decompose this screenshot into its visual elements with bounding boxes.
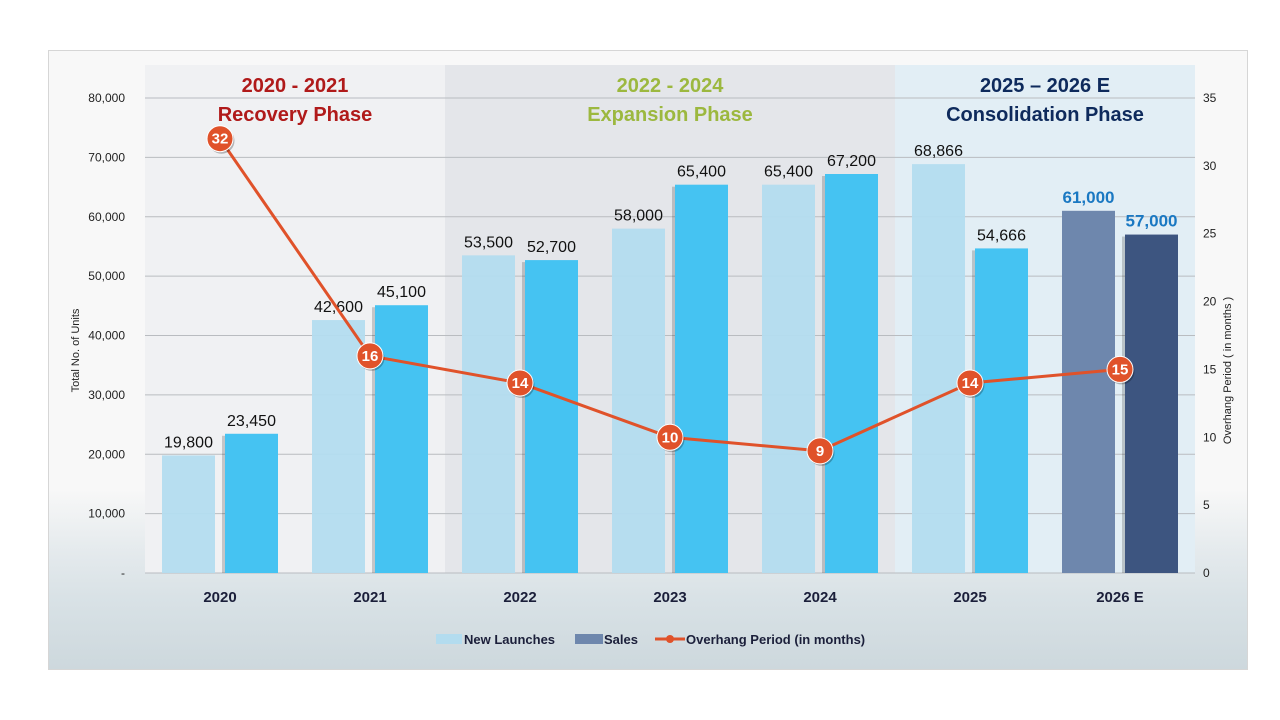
- data-label-sales: 65,400: [677, 164, 726, 181]
- overhang-point: [356, 342, 384, 370]
- phase-background-1: [445, 65, 895, 573]
- overhang-line: 32 16 14 10 9 14 15: [206, 125, 1135, 466]
- overhang-point-label: 9: [816, 443, 824, 460]
- data-label-new-launches: 61,000: [1063, 188, 1115, 207]
- y-tick-label: 50,000: [88, 269, 125, 283]
- overhang-point: [206, 125, 234, 153]
- overhang-point-label: 14: [962, 375, 979, 392]
- bar-new-launches: [912, 164, 965, 573]
- y-tick-label-right: 20: [1203, 295, 1217, 309]
- phase-years-label: 2022 - 2024: [617, 75, 725, 97]
- y-tick-label: 80,000: [88, 91, 125, 105]
- y-tick-label: 70,000: [88, 150, 125, 164]
- legend-label-sales: Sales: [604, 632, 638, 647]
- y-tick-label: 60,000: [88, 210, 125, 224]
- x-axis: 2020 2021 2022 2023 2024 2025 2026 E: [203, 589, 1143, 606]
- overhang-point-label: 10: [662, 429, 679, 446]
- bar-new-launches: [462, 255, 515, 573]
- overhang-point: [506, 369, 534, 397]
- data-label-new-launches: 65,400: [764, 164, 813, 181]
- y-tick-label-right: 35: [1203, 91, 1217, 105]
- phase-titles: 2020 - 2021 Recovery Phase 2022 - 2024 Expa…: [218, 75, 1144, 126]
- legend-label-new-launches: New Launches: [464, 632, 555, 647]
- legend-label-overhang: Overhang Period (in months): [686, 632, 865, 647]
- data-label-sales: 54,666: [977, 227, 1026, 244]
- legend-swatch-sales: [575, 634, 603, 644]
- bar-new-launches: [612, 228, 665, 573]
- legend-swatch-new-launches: [436, 634, 462, 644]
- legend: New Launches Sales Overhang Period (in mon…: [436, 632, 865, 647]
- bar-sales: [675, 184, 728, 573]
- data-label-sales: 23,450: [227, 413, 276, 430]
- y-tick-label-right: 30: [1203, 159, 1217, 173]
- data-label-sales: 67,200: [827, 153, 876, 170]
- overhang-point-label: 16: [362, 348, 379, 365]
- y-tick-label-right: 5: [1203, 498, 1210, 512]
- phase-name-label: Recovery Phase: [218, 104, 373, 126]
- data-label-new-launches: 58,000: [614, 208, 663, 225]
- y-tick-label: -: [121, 566, 125, 580]
- bar-new-launches: [312, 320, 365, 573]
- data-label-new-launches: 53,500: [464, 234, 513, 251]
- y-tick-label: 20,000: [88, 447, 125, 461]
- y-tick-label-right: 15: [1203, 362, 1217, 376]
- x-tick-label: 2020: [203, 589, 236, 606]
- y-axis-left: - 10,000 20,000 30,000 40,000 50,000 60,000 70,…: [70, 91, 125, 580]
- bar-sales: [225, 433, 278, 573]
- overhang-point-label: 15: [1112, 361, 1129, 378]
- x-tick-label: 2024: [803, 589, 837, 606]
- bar-sales: [375, 305, 428, 573]
- x-tick-label: 2022: [503, 589, 536, 606]
- overhang-point-label: 32: [212, 131, 229, 148]
- overhang-point: [1106, 355, 1134, 383]
- x-tick-label: 2021: [353, 589, 386, 606]
- data-label-new-launches: 68,866: [914, 143, 963, 160]
- data-label-new-launches: 42,600: [314, 299, 363, 316]
- y-tick-label: 30,000: [88, 388, 125, 402]
- data-label-sales: 52,700: [527, 239, 576, 256]
- data-label-sales: 45,100: [377, 284, 426, 301]
- y-tick-label-right: 0: [1203, 566, 1210, 580]
- data-label-sales: 57,000: [1126, 212, 1178, 231]
- bar-sales: [1125, 234, 1178, 573]
- y-axis-title-left: Total No. of Units: [70, 308, 82, 392]
- y-axis-right: 0 5 10 15 20 25 30 35 Overhang Period ( in month…: [1203, 91, 1234, 580]
- phase-years-label: 2020 - 2021: [242, 75, 349, 97]
- bar-sales: [975, 248, 1028, 573]
- phase-name-label: Expansion Phase: [587, 104, 753, 126]
- chart-frame: 19,800 23,450 42,600 45,100 53,500 52,700 58,0…: [48, 50, 1248, 670]
- chart: 19,800 23,450 42,600 45,100 53,500 52,700 58,0…: [70, 65, 1234, 647]
- phase-years-label: 2025 – 2026 E: [980, 75, 1110, 97]
- y-tick-label-right: 25: [1203, 227, 1217, 241]
- overhang-point: [956, 369, 984, 397]
- y-tick-label-right: 10: [1203, 430, 1217, 444]
- y-axis-title-right: Overhang Period ( in months ): [1222, 297, 1234, 444]
- bar-new-launches: [162, 455, 215, 573]
- overhang-point-label: 14: [512, 375, 529, 392]
- bar-sales: [525, 260, 578, 573]
- x-tick-label: 2025: [953, 589, 986, 606]
- bar-new-launches: [1062, 210, 1115, 573]
- y-tick-label: 10,000: [88, 507, 125, 521]
- x-tick-label: 2023: [653, 589, 686, 606]
- legend-swatch-overhang-marker: [666, 635, 674, 643]
- phase-backgrounds: [145, 65, 1195, 573]
- bar-labels: 19,800 23,450 42,600 45,100 53,500 52,700 58,0…: [164, 143, 1177, 451]
- bar-sales: [825, 174, 878, 573]
- y-tick-label: 40,000: [88, 329, 125, 343]
- bar-new-launches: [762, 184, 815, 573]
- overhang-point: [806, 437, 834, 465]
- overhang-point: [656, 423, 684, 451]
- bars: [162, 164, 1178, 573]
- phase-name-label: Consolidation Phase: [946, 104, 1144, 126]
- data-label-new-launches: 19,800: [164, 434, 213, 451]
- x-tick-label: 2026 E: [1096, 589, 1144, 606]
